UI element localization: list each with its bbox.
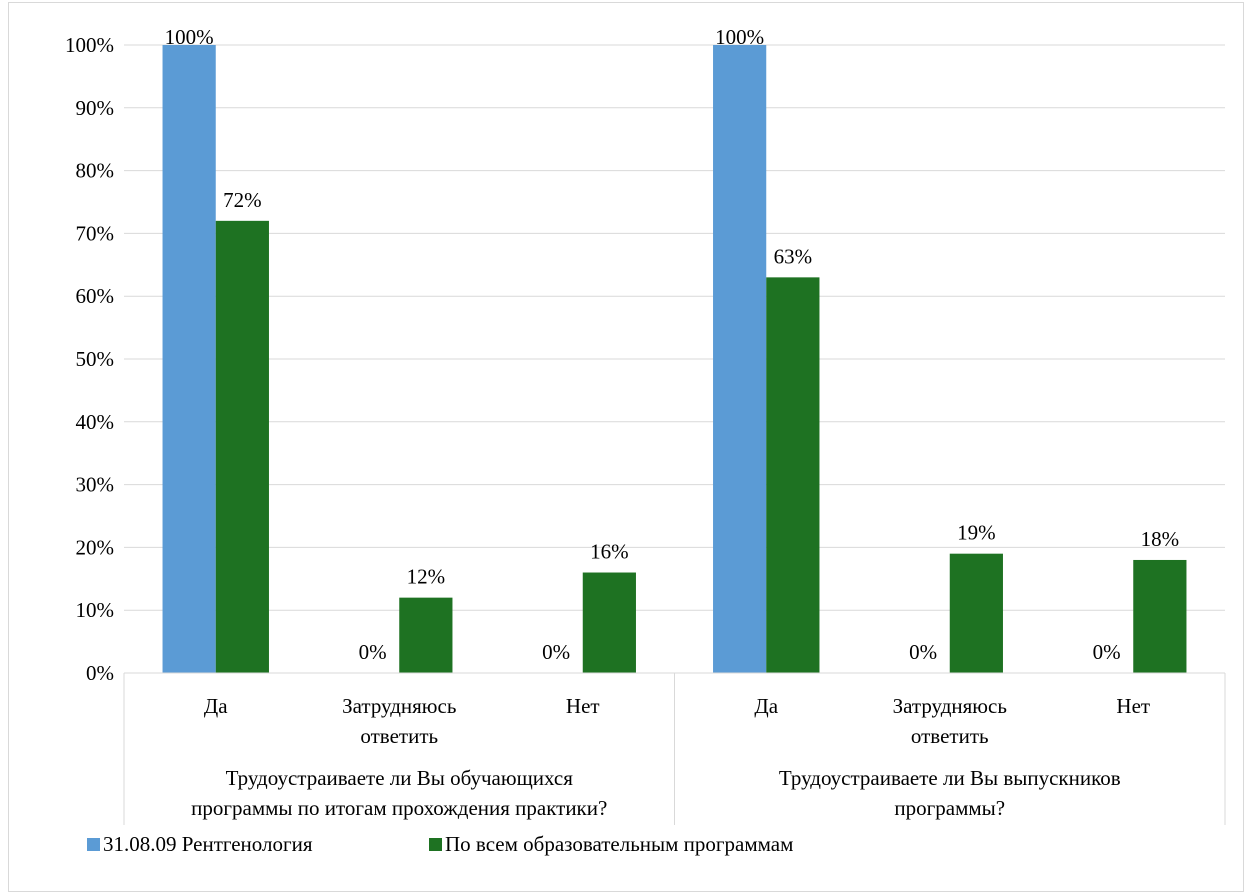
bar <box>399 597 453 673</box>
data-label: 12% <box>407 565 446 589</box>
bar <box>713 45 767 673</box>
x-axis-categories: Да Затрудняюсь ответить Нет Трудоустраиваете… <box>191 694 1150 820</box>
y-tick-label: 30% <box>76 473 115 497</box>
data-label: 16% <box>590 540 629 564</box>
bar-chart: 0% 10% 20% 30% 40% 50% 60% 70% 80% 90% 100% 100% 72… <box>65 25 1226 856</box>
chart-frame: 0% 10% 20% 30% 40% 50% 60% 70% 80% 90% 100% 100% 72… <box>8 2 1244 892</box>
y-tick-label: 10% <box>76 598 115 622</box>
y-tick-label: 0% <box>86 661 114 685</box>
category-label: Да <box>204 694 228 718</box>
group-label: Трудоустраиваете ли Вы выпускников <box>779 766 1121 790</box>
group-label: программы по итогам прохождения практики… <box>191 796 607 820</box>
category-label: Нет <box>566 694 600 718</box>
y-tick-label: 60% <box>76 284 115 308</box>
legend-swatch <box>87 838 100 851</box>
data-label: 0% <box>1093 640 1121 664</box>
legend-swatch <box>429 838 442 851</box>
group-label: Трудоустраиваете ли Вы обучающихся <box>226 766 574 790</box>
legend-label: По всем образовательным программам <box>445 832 793 856</box>
bar <box>1133 559 1187 673</box>
y-tick-label: 80% <box>76 159 115 183</box>
y-tick-label: 100% <box>65 33 114 57</box>
data-label: 18% <box>1141 527 1180 551</box>
category-label: Нет <box>1116 694 1150 718</box>
bar <box>766 277 820 673</box>
bar <box>582 572 636 673</box>
data-labels: 100% 72% 0% 12% 0% 16% 100% 63% 0% 19% 0% 18% <box>165 25 1179 664</box>
y-tick-label: 40% <box>76 410 115 434</box>
bar <box>949 553 1003 673</box>
legend-label: 31.08.09 Рентгенология <box>103 832 313 856</box>
data-label: 0% <box>542 640 570 664</box>
y-tick-label: 90% <box>76 96 115 120</box>
data-label: 100% <box>715 25 764 49</box>
bars <box>162 45 1187 673</box>
y-axis-ticks: 0% 10% 20% 30% 40% 50% 60% 70% 80% 90% 100% <box>65 33 114 685</box>
data-label: 0% <box>909 640 937 664</box>
data-label: 0% <box>359 640 387 664</box>
category-label: Затрудняюсь <box>893 694 1007 718</box>
bar <box>162 45 216 673</box>
data-label: 72% <box>223 188 262 212</box>
category-label: Да <box>754 694 778 718</box>
data-label: 100% <box>165 25 214 49</box>
group-label: программы? <box>894 796 1005 820</box>
y-tick-label: 50% <box>76 347 115 371</box>
category-label: ответить <box>360 724 438 748</box>
x-axis <box>123 672 1226 825</box>
category-label: Затрудняюсь <box>342 694 456 718</box>
grid-lines <box>124 44 1225 611</box>
data-label: 19% <box>957 521 996 545</box>
y-tick-label: 70% <box>76 221 115 245</box>
bar <box>215 220 269 673</box>
y-tick-label: 20% <box>76 535 115 559</box>
legend: 31.08.09 Рентгенология По всем образовате… <box>87 832 793 856</box>
data-label: 63% <box>774 244 813 268</box>
category-label: ответить <box>911 724 989 748</box>
